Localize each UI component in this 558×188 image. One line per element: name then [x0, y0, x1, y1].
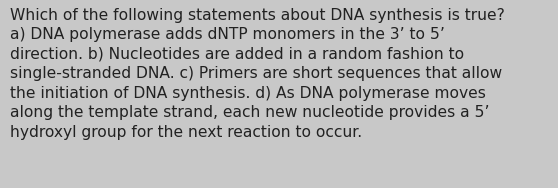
Text: Which of the following statements about DNA synthesis is true?
a) DNA polymerase: Which of the following statements about … [10, 8, 505, 140]
